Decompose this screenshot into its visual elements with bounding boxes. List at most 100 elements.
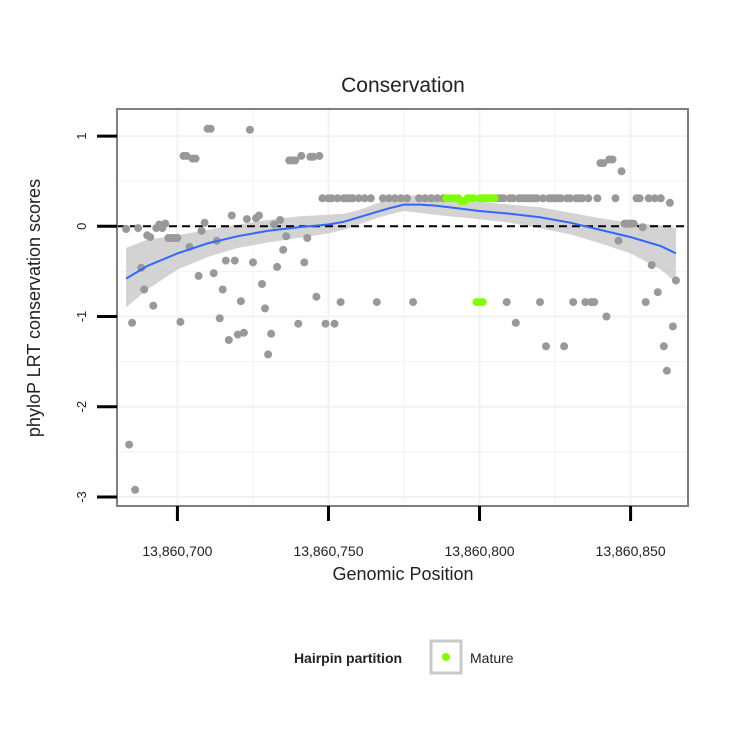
data-point xyxy=(415,194,424,203)
data-point xyxy=(539,194,547,203)
data-point xyxy=(270,220,279,229)
x-axis: 13,860,700 13,860,750 13,860,800 13,860,850 xyxy=(142,506,666,559)
data-point xyxy=(176,317,185,326)
data-point xyxy=(569,298,578,307)
data-point xyxy=(629,219,638,228)
data-point xyxy=(327,194,336,203)
y-tick-label: 1 xyxy=(74,132,89,139)
panel-border xyxy=(116,108,689,507)
data-point xyxy=(330,319,339,328)
data-point xyxy=(191,154,200,163)
y-tick-label: -3 xyxy=(74,491,89,503)
data-point xyxy=(578,194,587,203)
data-point xyxy=(249,258,257,267)
data-point xyxy=(638,223,647,232)
y-axis: -3 -2 -1 0 1 xyxy=(74,132,117,503)
legend-title: Hairpin partition xyxy=(294,650,402,666)
data-point xyxy=(421,194,430,203)
data-point xyxy=(354,194,363,203)
data-point xyxy=(390,194,399,203)
x-tick-label: 13,860,750 xyxy=(293,543,363,559)
data-point xyxy=(255,211,263,220)
x-tick-label: 13,860,850 xyxy=(596,543,666,559)
data-point xyxy=(608,155,617,164)
data-point xyxy=(279,245,288,254)
data-point xyxy=(647,261,656,270)
data-point-mature xyxy=(490,194,499,203)
data-point xyxy=(134,224,143,233)
data-point xyxy=(511,318,520,327)
data-point xyxy=(221,256,230,265)
data-point xyxy=(245,125,254,134)
data-point xyxy=(276,216,285,224)
panel-background xyxy=(117,109,688,506)
data-point xyxy=(215,314,224,323)
legend-label-mature: Mature xyxy=(470,650,514,666)
data-point xyxy=(122,225,131,233)
data-point xyxy=(508,194,517,203)
data-point xyxy=(194,271,203,280)
data-point xyxy=(318,194,327,203)
y-axis-label: phyloP LRT conservation scores xyxy=(24,179,44,437)
data-point xyxy=(653,288,662,297)
data-point xyxy=(532,194,541,203)
y-tick-label: -2 xyxy=(74,401,89,413)
data-point xyxy=(161,219,170,228)
data-point xyxy=(542,342,550,351)
data-point xyxy=(200,218,209,227)
y-tick-label: -1 xyxy=(74,311,89,323)
data-point xyxy=(378,194,387,203)
legend: Hairpin partition Mature xyxy=(294,639,514,675)
data-point-mature xyxy=(478,298,487,307)
data-point xyxy=(397,194,405,203)
data-point xyxy=(282,232,291,241)
data-point xyxy=(641,298,650,307)
data-point xyxy=(665,198,674,207)
data-point xyxy=(261,304,269,313)
data-point xyxy=(297,151,306,160)
data-point xyxy=(242,215,251,224)
plot-panel xyxy=(116,108,689,507)
data-point xyxy=(218,285,227,294)
data-point xyxy=(227,211,236,220)
data-point xyxy=(173,234,182,242)
data-point xyxy=(662,366,671,375)
data-point xyxy=(291,156,300,165)
legend-dot-mature xyxy=(442,653,450,661)
data-point xyxy=(671,276,680,285)
x-axis-label: Genomic Position xyxy=(332,564,473,584)
data-points xyxy=(122,124,680,494)
data-point xyxy=(209,269,218,278)
data-point xyxy=(560,342,569,351)
data-point xyxy=(656,194,665,203)
data-point xyxy=(635,194,644,203)
data-point xyxy=(182,151,191,160)
data-point xyxy=(599,159,608,168)
data-point xyxy=(650,194,659,203)
data-point xyxy=(258,280,266,288)
data-point xyxy=(128,318,137,327)
data-point xyxy=(584,194,593,203)
data-point xyxy=(236,297,245,306)
data-point xyxy=(372,298,381,307)
data-point xyxy=(131,485,140,494)
data-point xyxy=(233,330,242,339)
data-point xyxy=(617,167,626,176)
data-point xyxy=(146,233,155,242)
data-point xyxy=(303,234,312,242)
data-point xyxy=(403,194,411,203)
data-point xyxy=(360,194,369,203)
data-point xyxy=(536,298,544,307)
data-point xyxy=(348,194,357,203)
data-point xyxy=(309,152,318,161)
data-point xyxy=(300,258,309,267)
data-point xyxy=(140,285,149,294)
data-point xyxy=(267,329,276,338)
x-tick-label: 13,860,700 xyxy=(142,543,212,559)
y-tick-label: 0 xyxy=(74,223,89,230)
data-point xyxy=(273,262,282,271)
data-point xyxy=(566,194,575,203)
data-point xyxy=(333,194,342,203)
data-point xyxy=(149,301,158,310)
